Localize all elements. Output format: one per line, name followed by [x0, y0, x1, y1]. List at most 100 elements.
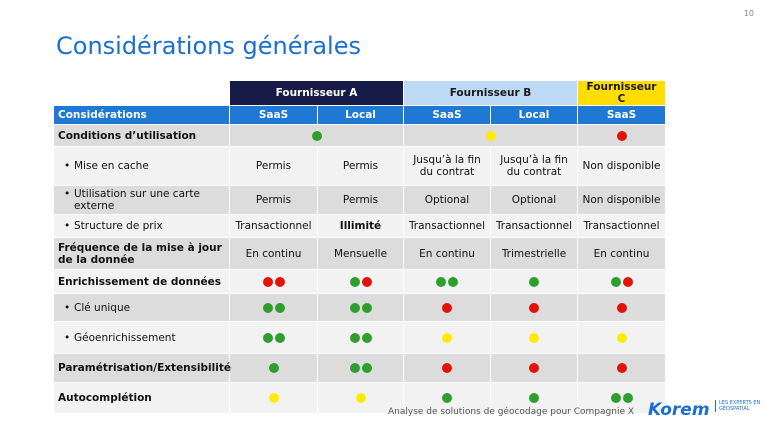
- cell-text: Non disponible: [582, 160, 661, 172]
- cell-text: Permis: [255, 160, 292, 172]
- group-header: Fournisseur C: [577, 80, 666, 106]
- status-dot: [355, 393, 366, 403]
- label-text: Enrichissement de données: [58, 275, 222, 288]
- cell: [229, 353, 318, 383]
- cell-text: Jusqu’à la fin du contrat: [500, 154, 568, 178]
- cell: Transactionnel: [577, 214, 666, 238]
- cell: [490, 353, 578, 383]
- cell: [577, 293, 666, 322]
- cell: [577, 353, 666, 383]
- cell: [229, 321, 318, 354]
- status-dot: [529, 332, 539, 343]
- status-dot: [616, 302, 627, 313]
- cell-text: En continu: [593, 247, 650, 260]
- footer-caption: Analyse de solutions de géocodage pour C…: [388, 407, 635, 417]
- cell: [490, 293, 578, 322]
- cell: [490, 321, 578, 354]
- status-dot: [529, 276, 539, 287]
- cell: Non disponible: [577, 185, 666, 215]
- cell-text: Permis: [255, 194, 292, 206]
- row: Paramétrisation/Extensibilité: [53, 353, 666, 383]
- header-cell: Local: [490, 105, 578, 125]
- row-label: Paramétrisation/Extensibilité: [53, 353, 231, 383]
- cell-text: En continu: [245, 247, 302, 260]
- empty-cell: [53, 80, 230, 106]
- header-cell: Local: [317, 105, 404, 125]
- cell: [577, 382, 666, 414]
- cell-text: Transactionnel: [408, 220, 486, 232]
- cell: Jusqu’à la fin du contrat: [403, 146, 491, 186]
- status-dot: [361, 302, 372, 313]
- cell: [317, 321, 404, 354]
- row-label: Géoenrichissement: [53, 321, 230, 354]
- label-text: Utilisation sur une carte externe: [64, 188, 225, 212]
- cell: Permis: [229, 146, 318, 186]
- cell: [229, 269, 318, 294]
- label-text: Structure de prix: [64, 220, 225, 232]
- status-dot: [262, 302, 273, 313]
- status-dot: [442, 363, 452, 373]
- status-dot: [349, 276, 360, 287]
- cell: [403, 353, 491, 383]
- cell: Mensuelle: [317, 237, 404, 270]
- status-dot: [268, 363, 279, 373]
- cell: Transactionnel: [229, 214, 318, 238]
- cell: Permis: [317, 185, 404, 215]
- cell: Optional: [403, 185, 491, 215]
- title: Considérations générales: [56, 32, 361, 60]
- cell-text: Mensuelle: [333, 247, 388, 260]
- label-text: Mise en cache: [64, 160, 225, 172]
- status-dot: [274, 302, 285, 313]
- logo: Korem: [648, 400, 710, 420]
- cell: Illimité: [317, 214, 404, 238]
- cell: [403, 382, 491, 414]
- status-dot: [616, 130, 627, 141]
- status-dot: [311, 130, 322, 141]
- group-header: Fournisseur B: [403, 80, 578, 106]
- cell: [403, 293, 491, 322]
- cell: [403, 124, 578, 147]
- row: Clé unique: [53, 293, 666, 322]
- cell-text: Optional: [424, 194, 470, 206]
- cell-text: Optional: [511, 194, 557, 206]
- cell: [229, 293, 318, 322]
- tagline: LES EXPERTS EN GÉOSPATIAL: [715, 400, 763, 412]
- status-dot: [610, 393, 621, 403]
- status-dot: [442, 393, 452, 403]
- label-text: Autocomplétion: [58, 392, 152, 404]
- cell: En continu: [403, 237, 491, 270]
- status-dot: [361, 332, 372, 343]
- row: Autocomplétion: [53, 382, 666, 414]
- status-dot: [361, 363, 372, 373]
- cell-text: Permis: [342, 160, 379, 172]
- row-label: Autocomplétion: [53, 382, 230, 414]
- status-dot: [436, 276, 446, 287]
- label-text: Conditions d’utilisation: [58, 129, 197, 142]
- header-cell: SaaS: [229, 105, 318, 125]
- row-label: Conditions d’utilisation: [53, 124, 230, 147]
- status-dot: [616, 332, 627, 343]
- cell: Transactionnel: [490, 214, 578, 238]
- status-dot: [448, 276, 458, 287]
- cell: Transactionnel: [403, 214, 491, 238]
- row-label: Utilisation sur une carte externe: [53, 185, 230, 215]
- status-dot: [349, 302, 360, 313]
- header-cell: SaaS: [403, 105, 491, 125]
- cell-text: Transactionnel: [495, 220, 573, 232]
- cell: Permis: [229, 185, 318, 215]
- header-row: Considérations SaaS Local SaaS Local SaaS: [53, 105, 666, 125]
- cell: [577, 321, 666, 354]
- cell: [317, 353, 404, 383]
- cell: Jusqu’à la fin du contrat: [490, 146, 578, 186]
- cell-text: En continu: [419, 247, 475, 260]
- cell: En continu: [229, 237, 318, 270]
- row: Géoenrichissement: [53, 321, 666, 354]
- status-dot: [442, 302, 452, 313]
- status-dot: [616, 363, 627, 373]
- cell: En continu: [577, 237, 666, 270]
- cell-text: Permis: [342, 194, 379, 206]
- status-dot: [274, 276, 285, 287]
- cell: Optional: [490, 185, 578, 215]
